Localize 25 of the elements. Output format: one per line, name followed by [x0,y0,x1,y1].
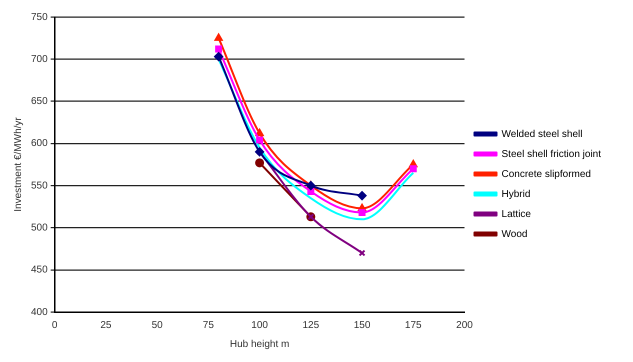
x-tick-label: 100 [251,320,268,331]
x-axis-title: Hub height m [230,338,290,350]
x-tick-label: 0 [52,320,58,331]
legend-label: Steel shell friction joint [502,148,602,160]
y-tick-label: 650 [30,96,48,108]
x-tick-label: 50 [152,320,164,331]
y-tick-label: 500 [30,222,48,234]
x-tick-label: 150 [354,320,371,331]
legend-label: Wood [502,228,528,240]
x-tick-label: 200 [456,320,474,331]
y-tick-label: 400 [30,306,48,318]
y-tick-label: 600 [30,138,48,150]
x-tick-label: 175 [404,320,422,331]
y-tick-label: 550 [30,180,48,192]
x-tick-label: 25 [100,320,112,331]
y-tick-label: 450 [30,264,48,276]
legend-label: Concrete slipformed [502,168,591,180]
legend-label: Lattice [502,208,532,220]
x-tick-label: 125 [302,320,320,331]
x-tick-label: 75 [202,320,214,331]
y-axis-title: Investment €/MWh/yr [12,116,24,212]
y-tick-label: 750 [30,12,48,23]
y-tick-label: 700 [30,54,48,65]
legend-label: Hybrid [502,188,530,200]
legend-label: Welded steel shell [502,128,582,140]
